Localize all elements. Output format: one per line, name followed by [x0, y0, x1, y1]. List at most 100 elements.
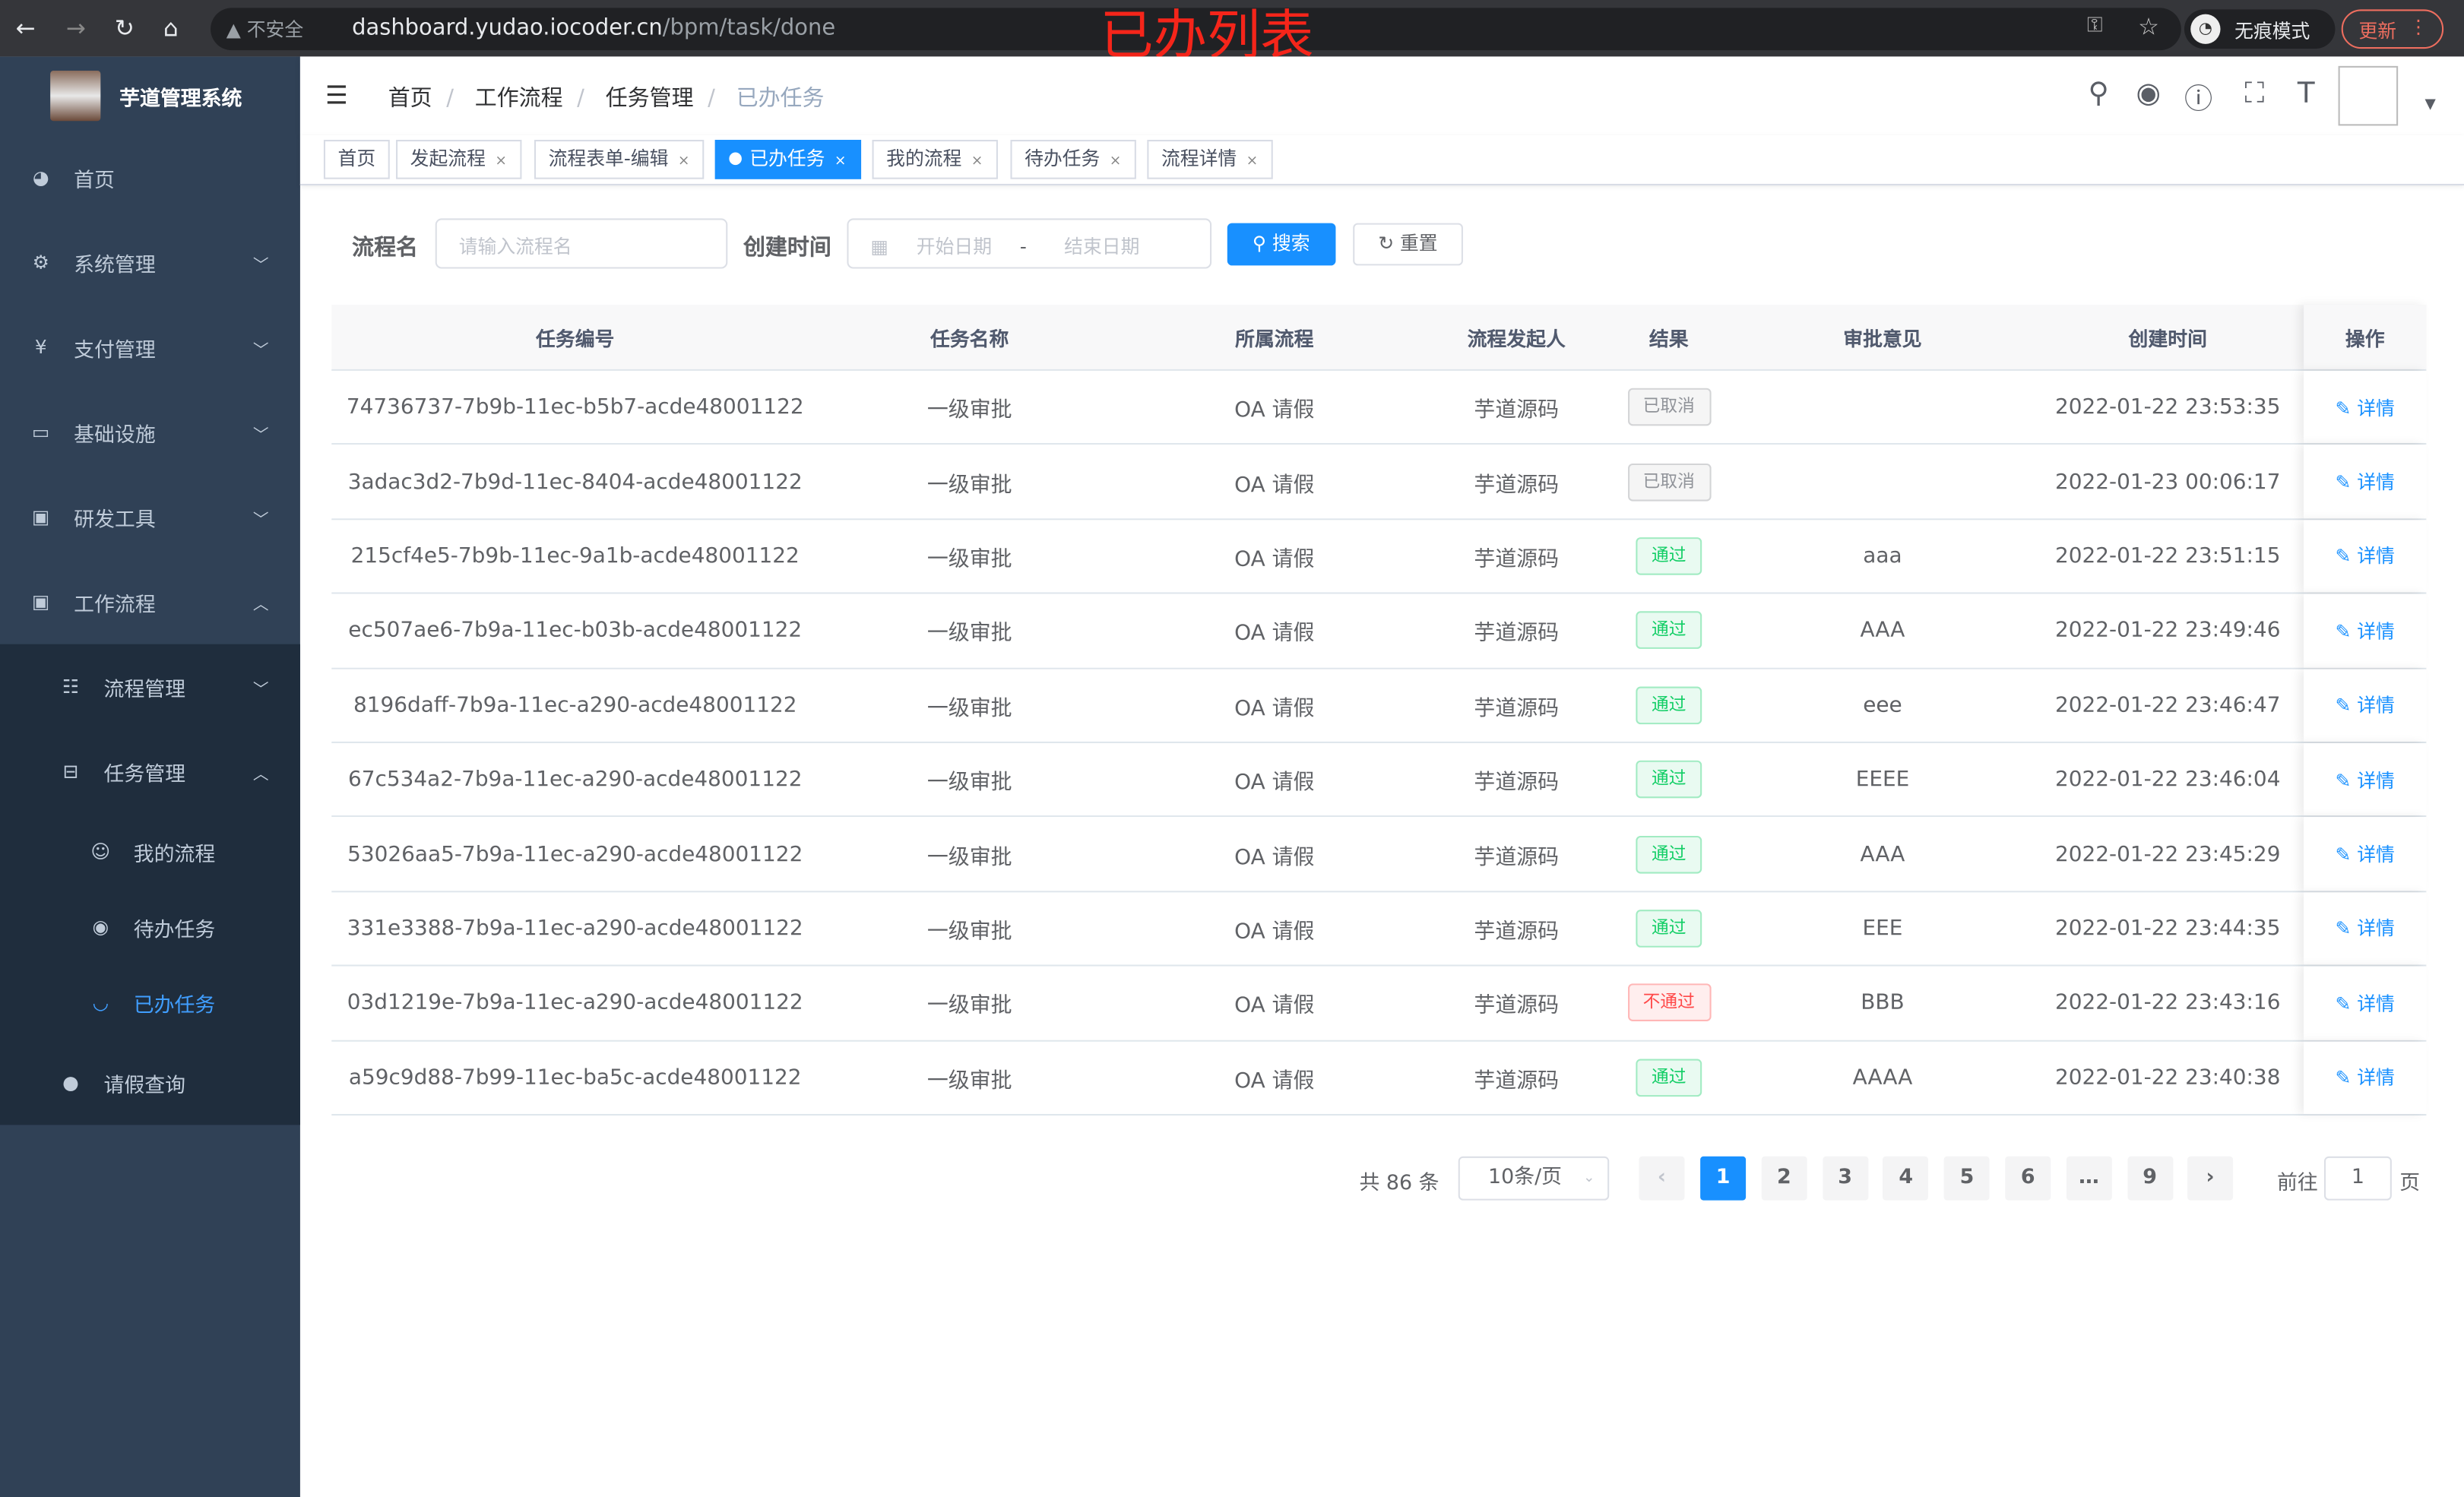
breadcrumb-item[interactable]: 工作流程 [474, 86, 563, 112]
tag[interactable]: 流程详情 × [1147, 140, 1272, 179]
sidebar-item[interactable]: ▣ 研发工具 ﹀ [0, 474, 300, 559]
help-icon[interactable]: ⓘ [2184, 83, 2213, 117]
close-icon[interactable]: × [495, 153, 507, 170]
tag[interactable]: 流程表单-编辑 × [534, 140, 705, 179]
sidebar-item[interactable]: ◉ 待办任务 [0, 889, 300, 964]
detail-link[interactable]: ✎ 详情 [2335, 918, 2395, 941]
github-icon[interactable]: ◉ [2136, 77, 2161, 110]
sidebar-item[interactable]: ◕ 首页 [0, 135, 300, 220]
page-button[interactable]: 5 [1944, 1156, 1990, 1201]
more-pages-button[interactable]: … [2066, 1156, 2112, 1201]
sidebar-item[interactable]: ⚙ 系统管理 ﹀ [0, 220, 300, 305]
update-button[interactable]: 更新 ⋮ [2341, 9, 2444, 49]
page-button[interactable]: 2 [1761, 1156, 1807, 1201]
sidebar-item[interactable]: ▣ 工作流程 ︿ [0, 559, 300, 644]
close-icon[interactable]: × [971, 153, 983, 170]
date-range-picker[interactable]: ▦ 开始日期 - 结束日期 [847, 218, 1212, 269]
home-icon[interactable]: ⌂ [163, 14, 179, 43]
tag[interactable]: 我的流程 × [872, 140, 998, 179]
close-icon[interactable]: × [1109, 153, 1122, 170]
column-header: 任务编号 [536, 327, 615, 351]
status-badge: 不通过 [1626, 983, 1711, 1022]
page-button[interactable]: 1 [1700, 1156, 1747, 1201]
sidebar-item-label: 待办任务 [133, 918, 216, 942]
tag[interactable]: 首页 [323, 140, 390, 179]
cell: AAA [1860, 841, 1905, 867]
sidebar-item-label: 系统管理 [74, 253, 156, 277]
goto-page-input[interactable]: 1 [2323, 1156, 2392, 1201]
sidebar-item[interactable]: ◡ 已办任务 [0, 965, 300, 1040]
status-badge: 通过 [1636, 761, 1702, 799]
detail-link[interactable]: ✎ 详情 [2335, 397, 2395, 419]
fixed-column [2304, 370, 2427, 444]
close-icon[interactable]: × [834, 153, 847, 170]
back-icon[interactable]: ← [15, 14, 36, 43]
reset-button[interactable]: ↻ 重置 [1353, 223, 1463, 266]
toolbox-icon: ▣ [32, 505, 50, 528]
search-icon[interactable]: ⚲ [2088, 77, 2109, 110]
reload-icon[interactable]: ↻ [114, 14, 135, 43]
next-page-button[interactable]: › [2187, 1156, 2234, 1201]
detail-link[interactable]: ✎ 详情 [2335, 546, 2395, 568]
sidebar-item[interactable]: ▭ 基础设施 ﹀ [0, 390, 300, 475]
search-button[interactable]: ⚲ 搜索 [1227, 223, 1335, 266]
tag[interactable]: 待办任务 × [1010, 140, 1135, 179]
eye-icon: ◉ [92, 916, 109, 938]
caret-down-icon[interactable]: ▼ [2424, 97, 2436, 113]
tag[interactable]: 发起流程 × [396, 140, 521, 179]
sidebar-item[interactable]: ¥ 支付管理 ﹀ [0, 305, 300, 390]
logo[interactable]: 芋道管理系统 [0, 56, 300, 135]
detail-link[interactable]: ✎ 详情 [2335, 471, 2395, 494]
detail-link[interactable]: ✎ 详情 [2335, 769, 2395, 792]
page-size-select[interactable]: 10条/页 ⌄ [1458, 1156, 1610, 1201]
eye-closed-icon: ◡ [92, 991, 109, 1014]
table-row: a59c9d88-7b99-11ec-ba5c-acde48001122 一级审批… [331, 1040, 2427, 1116]
address-bar[interactable]: ▲ 不安全 dashboard.yudao.iocoder.cn/bpm/tas… [211, 8, 2181, 51]
page-button[interactable]: 9 [2127, 1156, 2173, 1201]
cell: 2022-01-22 23:44:35 [2055, 916, 2281, 942]
page-button[interactable]: 4 [1883, 1156, 1929, 1201]
cell: 331e3388-7b9a-11ec-a290-acde48001122 [347, 916, 803, 942]
forward-icon[interactable]: → [65, 14, 86, 43]
detail-link[interactable]: ✎ 详情 [2335, 1067, 2395, 1090]
font-size-icon[interactable]: T [2297, 77, 2315, 110]
star-icon[interactable]: ☆ [2138, 12, 2159, 41]
cell: 已取消 [1604, 445, 1734, 518]
prev-page-button[interactable]: ‹ [1639, 1156, 1685, 1201]
breadcrumb: 首页 / 工作流程 / 任务管理 / 已办任务 [388, 86, 825, 112]
sidebar-item[interactable]: ☺ 我的流程 [0, 814, 300, 889]
avatar[interactable] [2338, 65, 2399, 126]
detail-link[interactable]: ✎ 详情 [2335, 620, 2395, 643]
cell: OA 请假 [1234, 397, 1315, 423]
process-name-input[interactable]: 请输入流程名 [435, 218, 728, 269]
status-badge: 通过 [1636, 686, 1702, 724]
page-button[interactable]: 6 [2005, 1156, 2051, 1201]
page-button[interactable]: 3 [1822, 1156, 1868, 1201]
fixed-column [2304, 966, 2427, 1040]
breadcrumb-item[interactable]: 首页 [388, 86, 432, 112]
sidebar-item[interactable]: ● 请假查询 [0, 1040, 300, 1125]
cell: 通过 [1604, 743, 1734, 816]
detail-link[interactable]: ✎ 详情 [2335, 992, 2395, 1015]
cell: 芋道源码 [1474, 770, 1560, 796]
fullscreen-icon[interactable]: ⛶ [2244, 77, 2265, 110]
detail-link[interactable]: ✎ 详情 [2335, 695, 2395, 717]
sidebar: 芋道管理系统 ◕ 首页 ⚙ 系统管理 ﹀ ¥ 支付管理 ﹀ ▭ 基础设施 ﹀ ▣ 研发工具 ﹀ ▣ 工作流程 ︿… [0, 56, 300, 1497]
key-icon[interactable]: ⚿ [2086, 14, 2103, 38]
chevron-down-icon: ﹀ [252, 681, 269, 699]
cell: 一级审批 [926, 844, 1012, 870]
edit-icon: ✎ [2335, 397, 2358, 419]
tag[interactable]: 已办任务 × [714, 140, 861, 179]
sidebar-item[interactable]: ☷ 流程管理 ﹀ [0, 644, 300, 730]
browser-toolbar: ← → ↻ ⌂ ▲ 不安全 dashboard.yudao.iocoder.cn… [0, 0, 2464, 63]
calendar-icon: ▦ [870, 236, 888, 258]
cell: 通过 [1604, 1041, 1734, 1114]
detail-link[interactable]: ✎ 详情 [2335, 843, 2395, 866]
breadcrumb-item[interactable]: 任务管理 [605, 86, 694, 112]
close-icon[interactable]: × [1246, 153, 1259, 170]
sidebar-item[interactable]: ⊟ 任务管理 ︿ [0, 729, 300, 814]
close-icon[interactable]: × [677, 153, 690, 170]
incognito-badge[interactable]: ◔ 无痕模式 [2184, 9, 2336, 49]
hamburger-icon[interactable]: ☰ [325, 80, 348, 110]
cell [1734, 371, 2032, 444]
